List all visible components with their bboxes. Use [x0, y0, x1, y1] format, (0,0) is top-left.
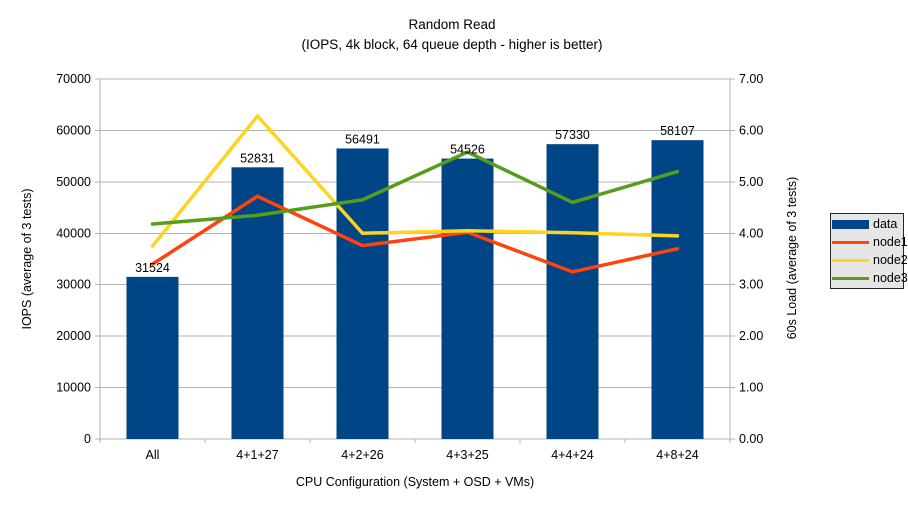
left-tick-label: 0 [84, 432, 91, 446]
right-tick-label: 6.00 [739, 123, 763, 137]
right-tick-label: 5.00 [739, 175, 763, 189]
bar-value-label: 58107 [660, 124, 695, 138]
right-axis-title: 60s Load (average of 3 tests) [785, 176, 799, 340]
legend-item-node1: node1 [832, 235, 908, 249]
line-node1 [150, 194, 680, 274]
legend-swatch-line [832, 240, 869, 244]
left-tick-label: 70000 [56, 72, 91, 86]
x-tick-label: 4+3+25 [446, 448, 488, 462]
bar-value-label: 52831 [240, 151, 275, 165]
legend-label: data [873, 217, 898, 231]
bar-4+3+25 [441, 158, 494, 439]
x-tick-label: 4+8+24 [656, 448, 698, 462]
x-axis-title: CPU Configuration (System + OSD + VMs) [295, 475, 535, 489]
line-node2 [150, 113, 680, 248]
legend-label: node1 [873, 235, 908, 249]
left-tick-label: 30000 [56, 278, 91, 292]
left-tick-label: 60000 [56, 123, 91, 137]
chart-title-line1: Random Read [408, 17, 496, 32]
legend-item-data: data [832, 217, 903, 231]
legend-label: node2 [873, 253, 908, 267]
bar-value-label: 31524 [135, 261, 170, 275]
right-tick-label: 1.00 [739, 381, 763, 395]
chart-title-line2: (IOPS, 4k block, 64 queue depth - higher… [301, 37, 603, 52]
right-tick-label: 3.00 [739, 278, 763, 292]
right-tick-label: 7.00 [739, 72, 763, 86]
legend-swatch-line [832, 258, 869, 262]
chart-title: Random Read (IOPS, 4k block, 64 queue de… [0, 15, 904, 55]
legend-swatch-line [832, 276, 869, 280]
left-tick-label: 50000 [56, 175, 91, 189]
left-tick-label: 40000 [56, 226, 91, 240]
bar-value-label: 56491 [345, 132, 380, 146]
right-tick-label: 4.00 [739, 226, 763, 240]
bar-4+8+24 [651, 140, 704, 439]
x-tick-label: All [146, 448, 160, 462]
bar-4+2+26 [336, 148, 389, 439]
left-axis-title: IOPS (average of 3 tests) [20, 188, 34, 330]
legend-item-node3: node3 [832, 271, 908, 285]
left-tick-label: 20000 [56, 329, 91, 343]
legend-label: node3 [873, 271, 908, 285]
x-tick-label: 4+2+26 [341, 448, 383, 462]
right-tick-label: 2.00 [739, 329, 763, 343]
bar-value-label: 54526 [450, 143, 485, 157]
bar-4+4+24 [546, 144, 599, 439]
bar-value-label: 57330 [555, 128, 590, 142]
line-node3 [150, 150, 680, 226]
right-tick-label: 0.00 [739, 432, 763, 446]
bar-All [126, 276, 179, 439]
legend-item-node2: node2 [832, 253, 908, 267]
left-tick-label: 10000 [56, 381, 91, 395]
legend: data node1 node2 node3 [830, 213, 908, 289]
x-tick-label: 4+1+27 [236, 448, 278, 462]
x-tick-label: 4+4+24 [551, 448, 593, 462]
legend-swatch-bar [832, 219, 869, 229]
